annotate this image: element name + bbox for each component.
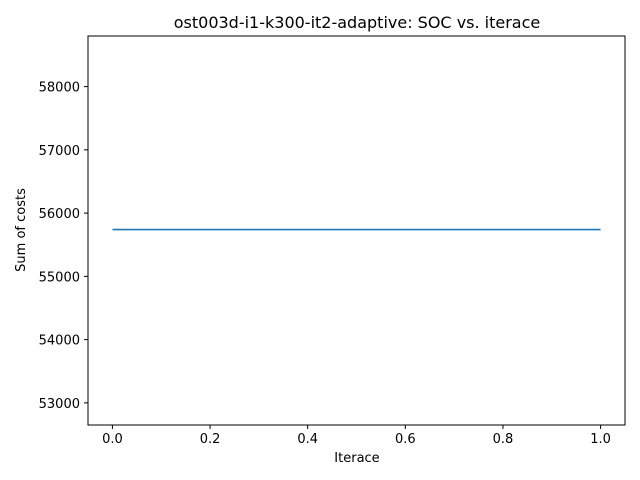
y-axis-title: Sum of costs [14, 188, 29, 272]
y-tick-label: 57000 [39, 144, 80, 159]
y-tick-label: 55000 [39, 270, 80, 285]
x-axis-title: Iterace [334, 451, 379, 466]
x-tick-label: 0.8 [493, 432, 514, 447]
y-tick-label: 53000 [39, 397, 80, 412]
y-tick-label: 58000 [39, 81, 80, 96]
axes-frame [87, 35, 626, 426]
plot-area: 0.0 0.2 0.4 0.6 0.8 1.0 53000 54000 55000 56000 57… [39, 35, 626, 447]
y-tick-label: 56000 [39, 207, 80, 222]
x-tick-label: 0.2 [200, 432, 221, 447]
y-tick-label: 54000 [39, 334, 80, 349]
chart-title: ost003d-i1-k300-it2-adaptive: SOC vs. it… [174, 13, 541, 32]
x-tick-label: 0.4 [297, 432, 318, 447]
x-tick-label: 0.0 [102, 432, 123, 447]
x-tick-label: 1.0 [590, 432, 611, 447]
x-tick-label: 0.6 [395, 432, 416, 447]
